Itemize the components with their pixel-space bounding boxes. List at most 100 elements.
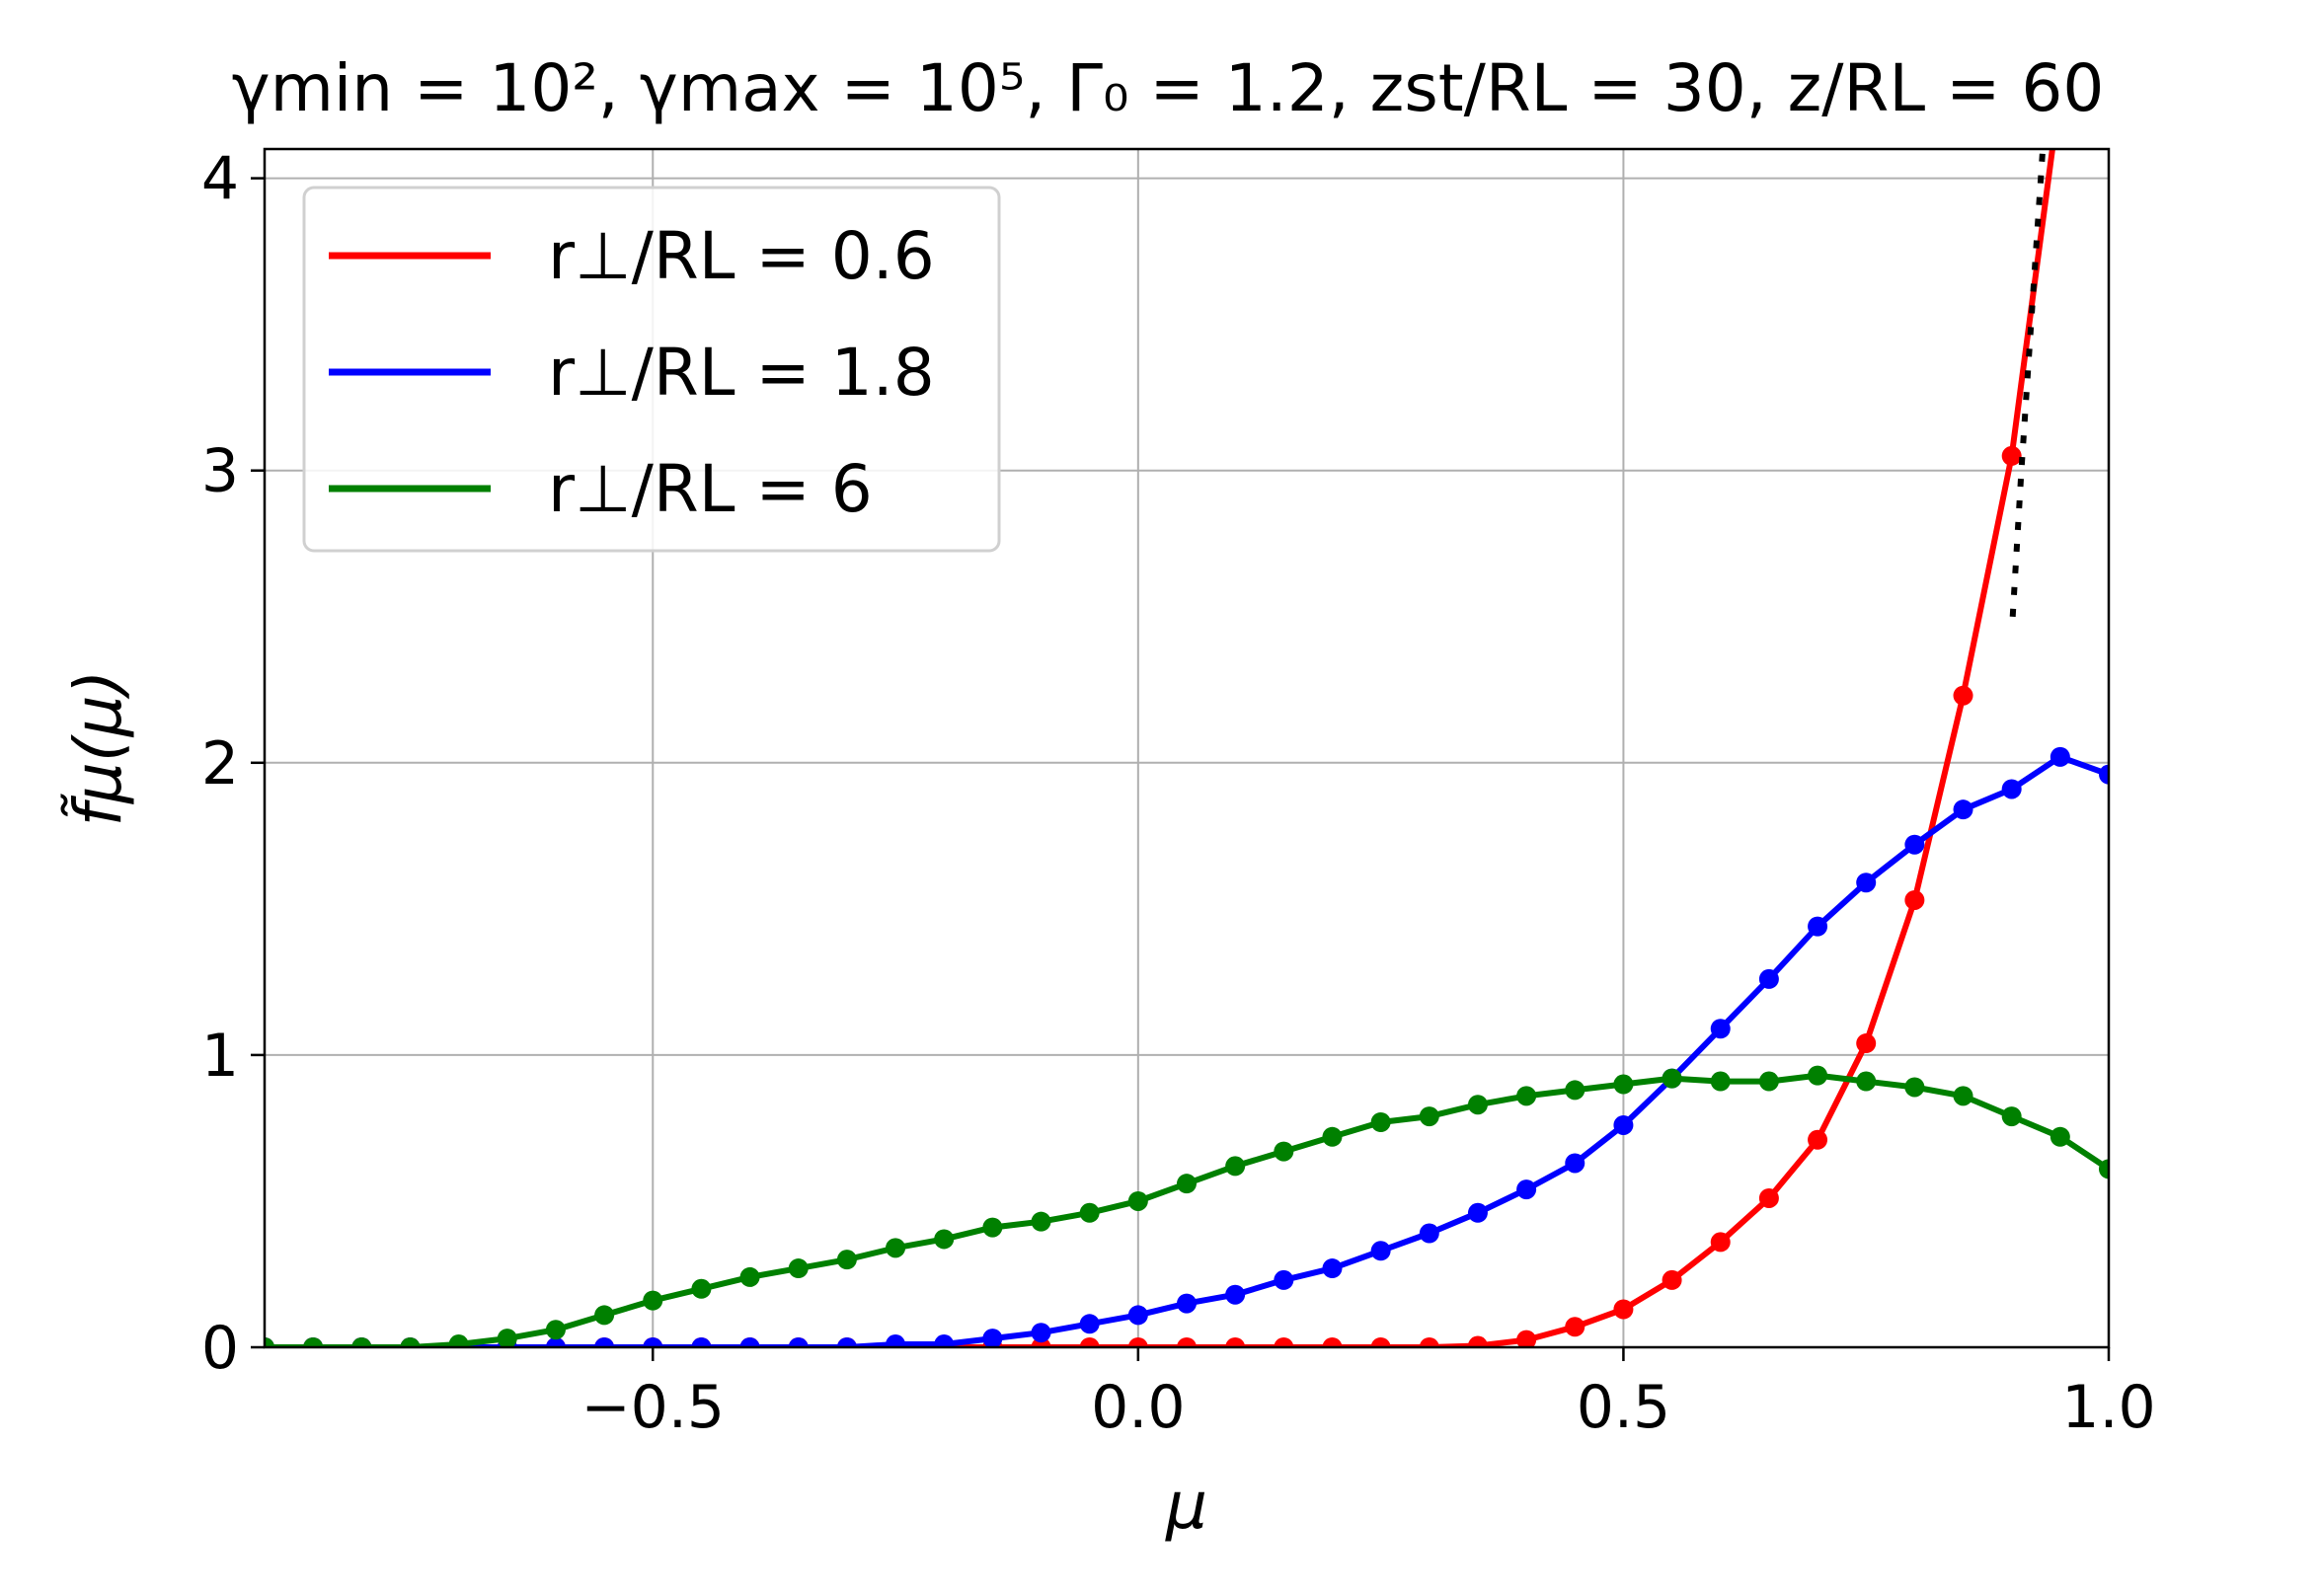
data-point-2-37 [2049, 1126, 2070, 1147]
legend-label-0: r⊥/RL = 0.6 [548, 218, 935, 294]
data-point-1-35 [1953, 799, 1973, 820]
data-point-2-21 [1274, 1141, 1294, 1162]
data-point-0-31 [1758, 1187, 1779, 1208]
data-point-2-36 [2001, 1106, 2022, 1127]
data-point-2-18 [1127, 1190, 1148, 1211]
data-point-1-10 [739, 1337, 760, 1347]
series-layer [265, 149, 2109, 1347]
data-point-2-10 [739, 1266, 760, 1287]
data-point-2-5 [497, 1329, 517, 1347]
data-point-1-20 [1225, 1284, 1246, 1305]
series-line-1 [265, 753, 2109, 1347]
data-point-2-7 [594, 1305, 615, 1326]
data-point-1-37 [2049, 746, 2070, 767]
data-point-2-9 [691, 1278, 712, 1299]
data-point-1-23 [1370, 1241, 1391, 1261]
data-point-0-21 [1274, 1337, 1294, 1347]
data-point-2-27 [1565, 1080, 1585, 1101]
chart-title: γmin = 10², γmax = 10⁵, Γ₀ = 1.2, zst/RL… [232, 50, 2105, 126]
legend-label-2: r⊥/RL = 6 [548, 451, 873, 527]
data-point-0-18 [1127, 1337, 1148, 1347]
data-point-0-36 [2001, 445, 2022, 466]
data-point-1-38 [2099, 764, 2109, 785]
data-point-0-26 [1516, 1330, 1537, 1347]
data-point-2-1 [303, 1337, 324, 1347]
data-point-0-33 [1856, 1033, 1877, 1054]
data-point-2-22 [1322, 1126, 1343, 1147]
data-point-2-31 [1758, 1071, 1779, 1092]
data-point-0-23 [1370, 1337, 1391, 1347]
data-point-0-28 [1613, 1299, 1634, 1320]
data-point-1-16 [1031, 1323, 1051, 1343]
data-point-2-13 [886, 1238, 906, 1258]
data-point-1-17 [1079, 1314, 1100, 1334]
data-point-2-8 [643, 1290, 663, 1311]
data-point-2-19 [1177, 1174, 1197, 1194]
legend-label-1: r⊥/RL = 1.8 [548, 335, 935, 411]
data-point-1-18 [1127, 1305, 1148, 1326]
series-line-0 [265, 149, 2055, 1347]
data-point-1-32 [1808, 916, 1828, 937]
data-point-2-26 [1516, 1086, 1537, 1106]
y-tick-label-2: 2 [201, 729, 239, 798]
data-point-2-2 [351, 1337, 372, 1347]
legend-box [302, 186, 1001, 553]
y-tick-label-0: 0 [201, 1314, 239, 1383]
y-tick-label-3: 3 [201, 437, 239, 506]
data-point-0-20 [1225, 1337, 1246, 1347]
data-point-1-26 [1516, 1179, 1537, 1200]
data-point-2-4 [448, 1334, 469, 1347]
data-point-0-25 [1467, 1335, 1488, 1347]
legend: r⊥/RL = 0.6 r⊥/RL = 1.8 r⊥/RL = 6 [302, 186, 1001, 553]
data-point-2-23 [1370, 1112, 1391, 1133]
data-point-1-13 [886, 1334, 906, 1347]
data-point-1-15 [982, 1329, 1003, 1347]
data-point-1-27 [1565, 1153, 1585, 1174]
data-point-2-35 [1953, 1086, 1973, 1106]
data-point-1-30 [1710, 1019, 1731, 1039]
data-point-1-22 [1322, 1258, 1343, 1279]
axes-frame [263, 147, 2111, 1349]
y-tick-label-1: 1 [201, 1022, 239, 1091]
data-point-0-34 [1904, 889, 1925, 910]
data-point-1-36 [2001, 779, 2022, 799]
data-point-1-8 [643, 1337, 663, 1347]
data-point-1-31 [1758, 968, 1779, 989]
data-point-0-22 [1322, 1337, 1343, 1347]
y-axis-label: f̃μ(μ) [60, 670, 136, 827]
data-point-1-19 [1177, 1293, 1197, 1314]
series-2 [265, 1065, 2109, 1347]
x-tick-label-2: 0.5 [1577, 1373, 1670, 1442]
data-point-0-24 [1419, 1337, 1439, 1347]
data-point-1-25 [1467, 1202, 1488, 1223]
data-point-2-29 [1662, 1068, 1682, 1089]
data-point-1-9 [691, 1337, 712, 1347]
data-point-2-14 [934, 1229, 955, 1250]
ticks: −0.5 0.0 0.5 1.0 0 1 2 3 4 [201, 145, 2156, 1442]
data-point-0-19 [1177, 1337, 1197, 1347]
data-point-2-34 [1904, 1077, 1925, 1098]
data-point-1-7 [594, 1337, 615, 1347]
x-tick-label-3: 1.0 [2061, 1373, 2155, 1442]
series-1 [265, 746, 2109, 1347]
data-point-2-24 [1419, 1106, 1439, 1127]
data-point-1-34 [1904, 834, 1925, 855]
data-point-2-32 [1808, 1065, 1828, 1086]
x-tick-label-0: −0.5 [580, 1373, 725, 1442]
data-point-1-33 [1856, 873, 1877, 893]
data-point-2-28 [1613, 1074, 1634, 1095]
data-point-1-24 [1419, 1223, 1439, 1244]
data-point-2-17 [1079, 1202, 1100, 1223]
data-point-2-30 [1710, 1071, 1731, 1092]
data-point-0-27 [1565, 1317, 1585, 1337]
data-point-0-17 [1079, 1337, 1100, 1347]
data-point-0-30 [1710, 1232, 1731, 1253]
data-point-2-20 [1225, 1156, 1246, 1177]
data-point-2-16 [1031, 1211, 1051, 1232]
data-point-2-3 [400, 1337, 421, 1347]
data-point-2-0 [265, 1337, 274, 1347]
data-point-2-12 [836, 1250, 857, 1270]
data-point-1-21 [1274, 1269, 1294, 1290]
data-point-2-25 [1467, 1095, 1488, 1115]
